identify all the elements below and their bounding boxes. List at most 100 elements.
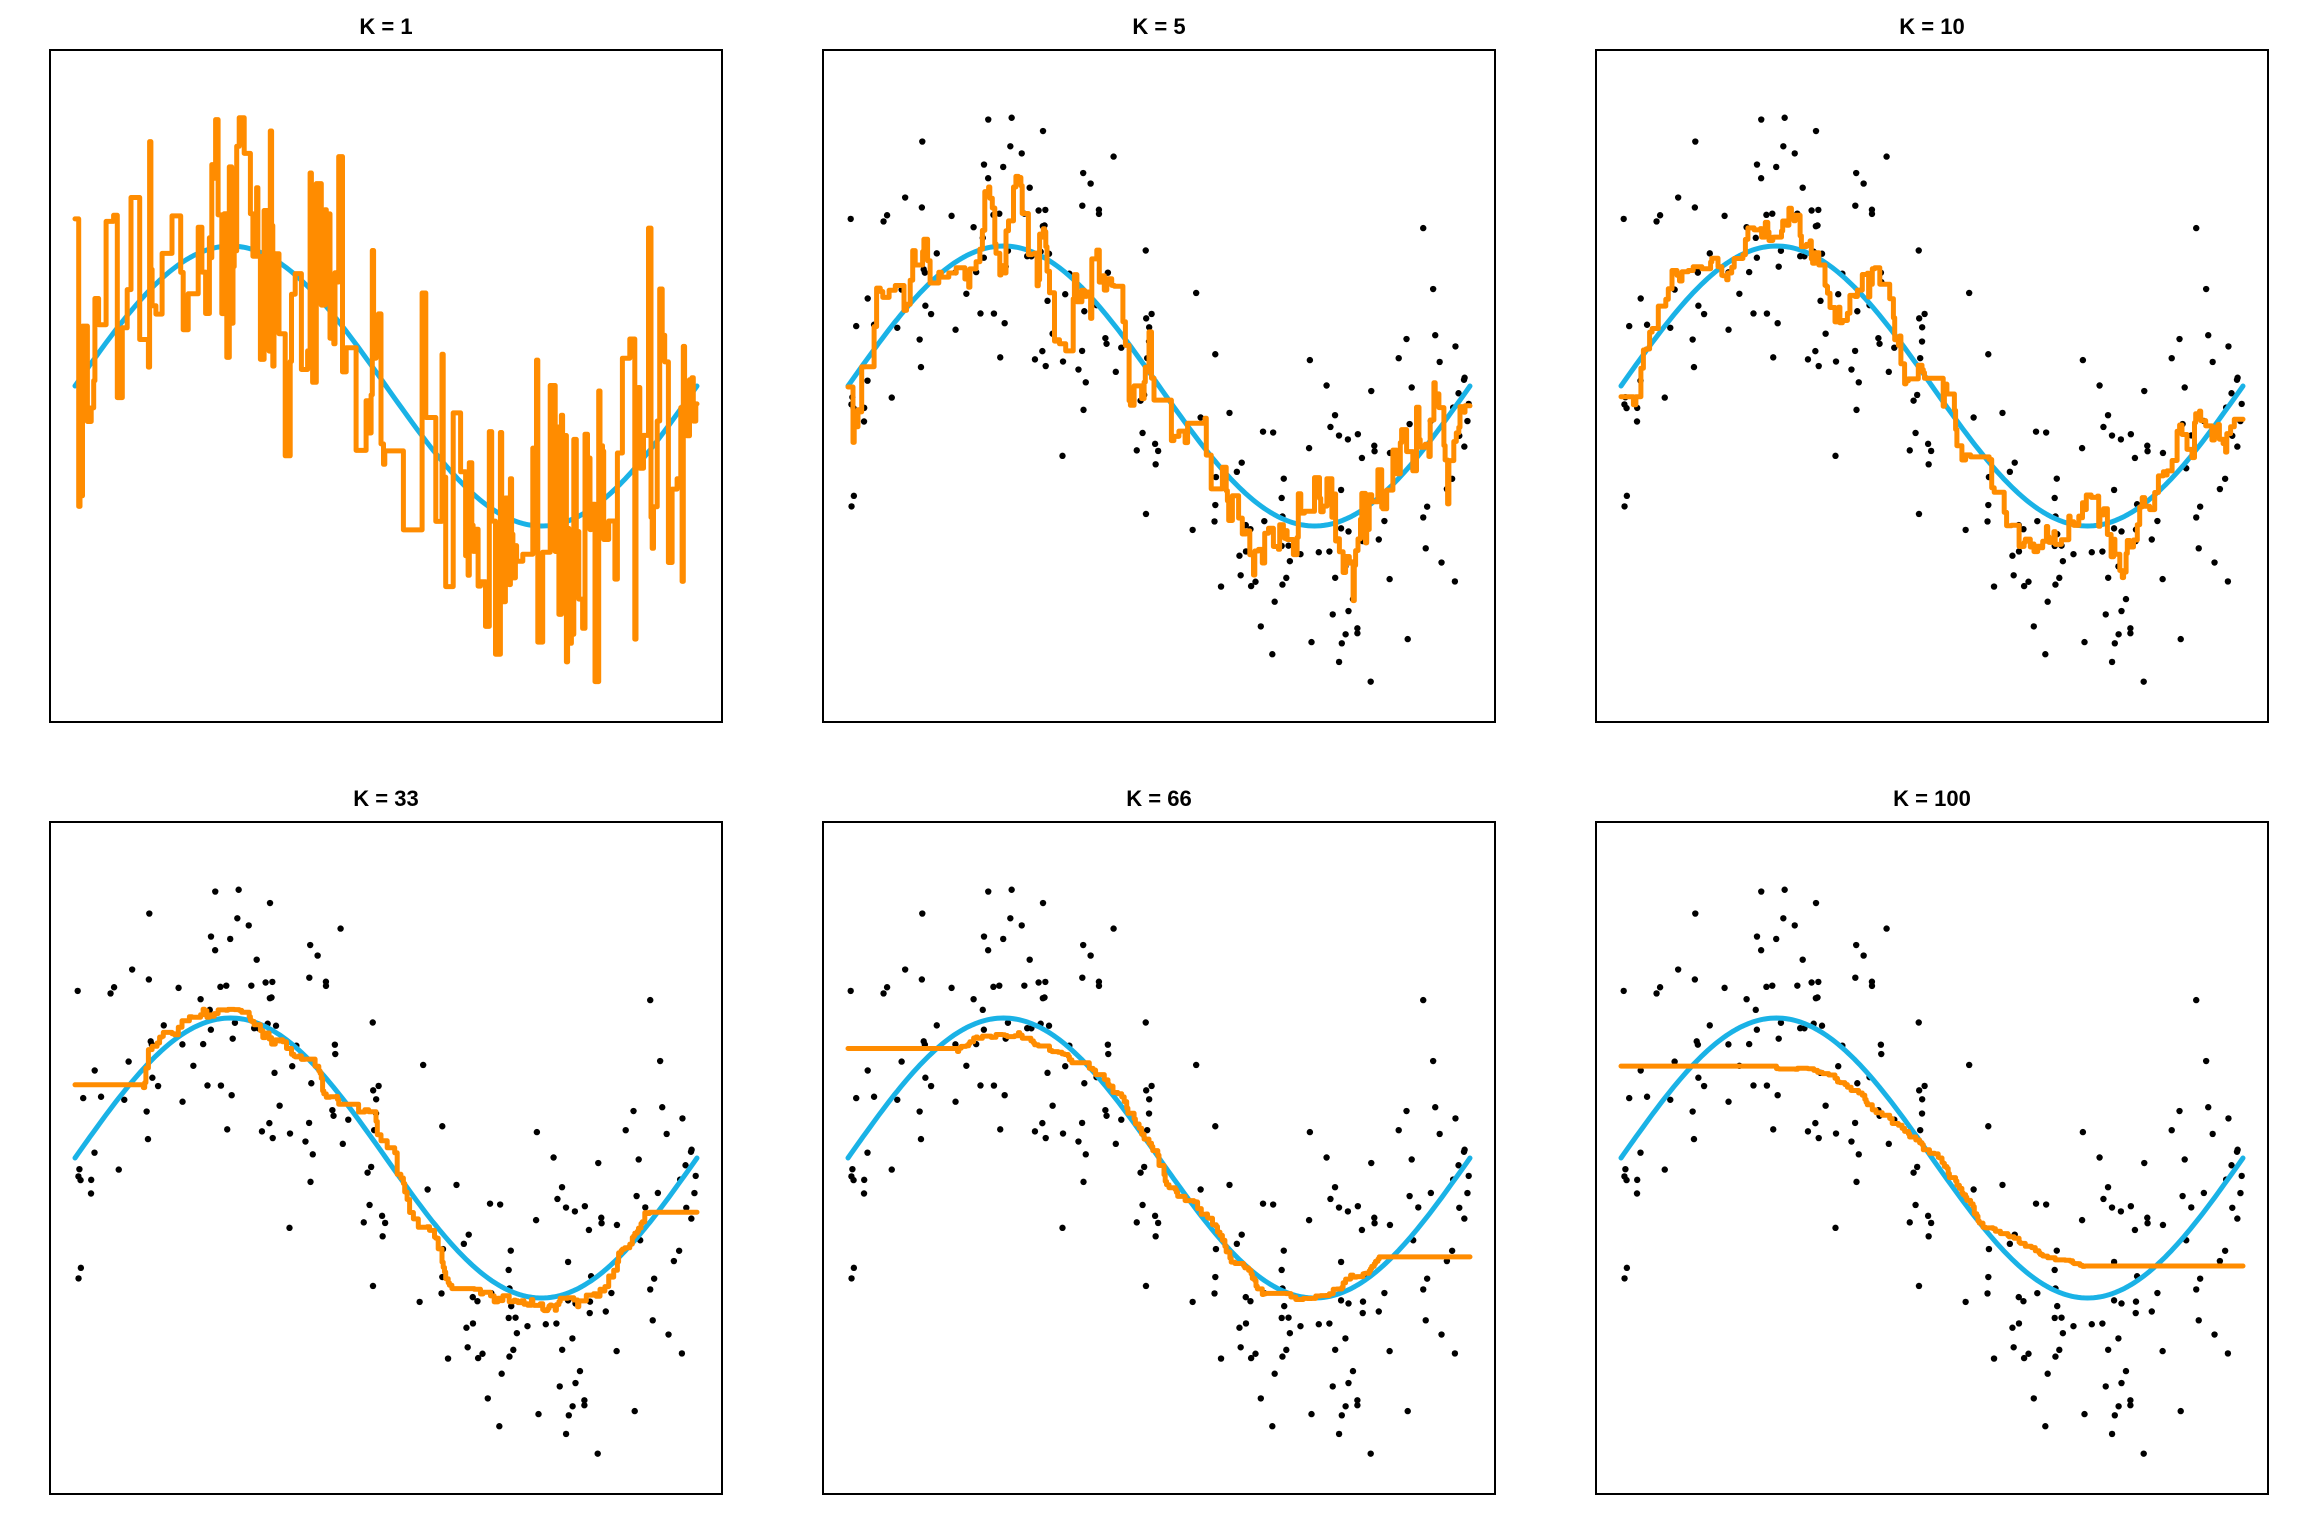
data-point [633,1192,640,1200]
data-point [2006,1240,2014,1248]
data-point [1212,473,1220,481]
data-point [1359,1309,1366,1317]
data-point [1329,611,1336,618]
data-point [1422,1317,1429,1324]
knn-fit-line [1618,205,2246,581]
data-point [2193,514,2200,521]
data-point [2168,1126,2175,1134]
data-point [922,1074,929,1081]
data-point [850,1264,858,1272]
data-point [1906,447,1913,454]
data-point [553,1320,560,1327]
data-point [1962,526,1969,534]
data-point [1812,127,1820,135]
data-point [1794,982,1801,989]
data-point [1148,1082,1155,1090]
data-point [688,1146,695,1153]
data-point [1059,358,1067,365]
panel-title: K = 1 [359,14,412,39]
data-point [2117,436,2125,443]
data-point [952,1098,959,1105]
data-point [1780,915,1787,922]
data-point [663,1130,670,1138]
data-point [2193,996,2200,1004]
data-point [1189,526,1196,534]
data-point [2104,574,2112,581]
data-point [360,1219,367,1226]
data-point [1643,321,1651,328]
data-point [1916,1126,1924,1134]
data-point [322,982,330,990]
data-point [253,956,260,963]
data-point [2032,428,2040,435]
data-point [1700,310,1708,318]
data-point [88,1176,95,1184]
data-point [179,1041,186,1048]
data-point [1285,1314,1292,1321]
panel-title: K = 66 [1126,786,1191,811]
data-point [2234,1146,2241,1153]
data-point [692,1172,699,1180]
data-point [1075,1138,1082,1145]
data-point [160,1022,167,1029]
data-point [1212,351,1219,358]
data-point [1885,368,1892,376]
data-point [1770,1126,1777,1133]
data-point [654,1189,662,1197]
data-point [1133,447,1140,454]
data-point [512,1314,519,1321]
data-point [1110,153,1117,160]
data-point [860,418,868,425]
data-point [1192,289,1200,297]
data-point [2202,1057,2210,1065]
data-point [1455,1162,1462,1169]
data-point [1395,354,1402,362]
data-point [1643,1093,1651,1100]
data-point [630,1107,637,1115]
data-point [474,1354,482,1362]
data-point [1848,1138,1855,1145]
data-point [2009,1324,2016,1331]
data-point [1035,979,1042,986]
data-point [921,269,929,276]
data-point [2108,432,2116,439]
data-point [2070,550,2077,558]
data-point [1079,169,1087,177]
data-point [366,1201,373,1209]
data-point [2144,442,2151,449]
data-point [2034,1289,2041,1297]
data-point [2193,224,2200,232]
data-point [1852,169,1860,177]
data-point [235,886,242,893]
data-point [1452,1115,1459,1122]
data-point [1406,420,1413,428]
data-point [1031,1128,1039,1135]
data-point [2108,658,2116,666]
data-point [1452,343,1459,350]
data-point [2099,548,2106,555]
data-point [1689,1108,1696,1115]
data-point [1970,414,1977,421]
data-point [1305,1216,1313,1224]
data-point [1912,1201,1919,1209]
data-point [266,899,274,907]
data-point [1001,1091,1008,1099]
data-point [2148,1308,2155,1315]
data-point [1626,322,1633,330]
data-point [919,910,926,917]
data-point [1736,290,1743,297]
data-point [1915,1282,1923,1290]
panel-title: K = 5 [1132,14,1185,39]
data-point [1335,1204,1343,1211]
data-point [1694,1041,1702,1048]
data-point [864,1067,871,1074]
data-point [1855,379,1862,386]
data-point [2020,1297,2027,1305]
data-point [1323,382,1330,389]
panel-title: K = 100 [1893,786,1971,811]
data-point [110,984,118,991]
data-point [2132,1298,2140,1305]
data-point [850,1176,857,1184]
data-point [1368,387,1375,395]
data-point [598,1214,605,1221]
